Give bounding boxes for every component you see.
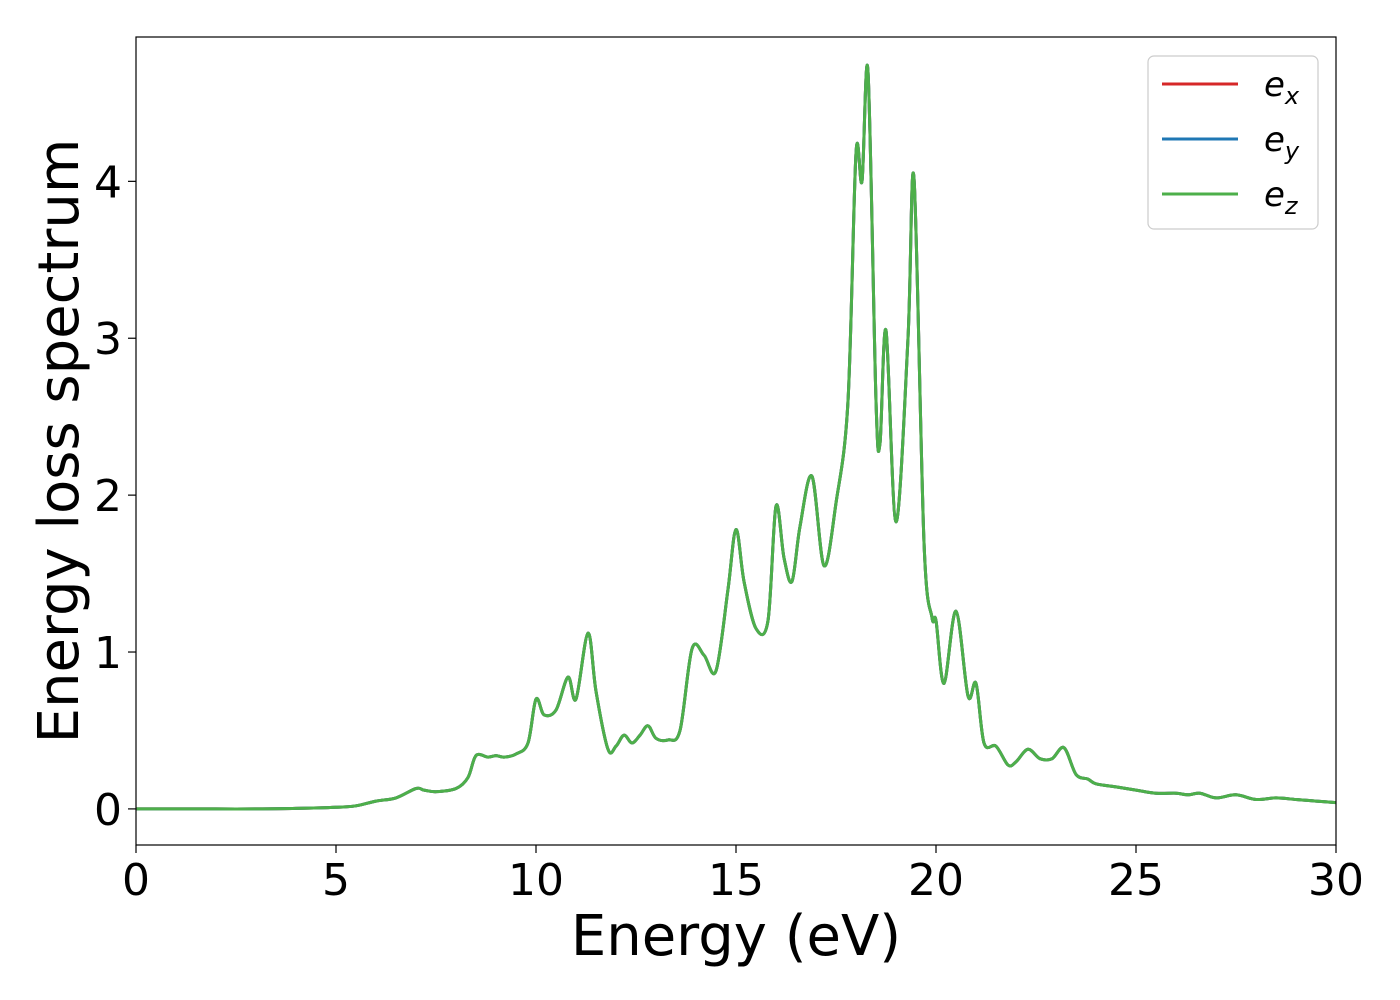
- legend-label-e-z: ez: [1264, 175, 1299, 220]
- y-tick-label: 3: [94, 314, 122, 365]
- y-axis-label: Energy loss spectrum: [27, 139, 92, 744]
- x-tick-label: 15: [708, 855, 764, 906]
- x-axis-label: Energy (eV): [571, 904, 901, 969]
- y-tick-label: 4: [94, 157, 122, 208]
- legend: ex ey ez: [1147, 55, 1319, 230]
- x-axis-ticks: 0 5 10 15 20 25 30: [122, 845, 1364, 906]
- x-tick-label: 20: [908, 855, 964, 906]
- y-tick-label: 0: [94, 785, 122, 836]
- legend-box: [1147, 55, 1319, 230]
- y-axis-ticks: 0 1 2 3 4: [94, 157, 136, 836]
- series-line-e-z: [136, 63, 1337, 811]
- y-tick-label: 2: [94, 471, 122, 522]
- x-tick-label: 10: [508, 855, 564, 906]
- legend-label-e-y: ey: [1264, 120, 1300, 165]
- x-tick-label: 25: [1108, 855, 1164, 906]
- x-tick-label: 5: [322, 855, 350, 906]
- plot-area: [136, 63, 1337, 811]
- legend-label-e-x: ex: [1264, 65, 1300, 110]
- x-tick-label: 30: [1308, 855, 1364, 906]
- y-tick-label: 1: [94, 628, 122, 679]
- x-tick-label: 0: [122, 855, 150, 906]
